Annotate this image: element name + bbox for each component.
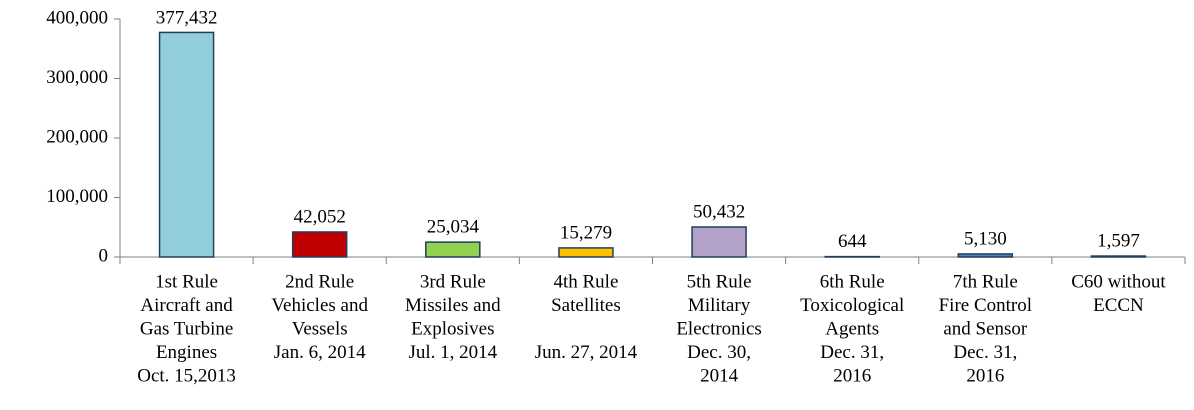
x-tick-label: Vehicles and (271, 295, 368, 316)
x-tick-label: 3rd Rule (420, 271, 486, 292)
bar (291, 231, 348, 258)
x-tick-label: Vessels (292, 318, 348, 339)
x-tick-label: Gas Turbine (140, 318, 233, 339)
y-tick-label: 100,000 (46, 186, 108, 207)
x-tick-label: Agents (825, 318, 879, 339)
y-tick-label: 200,000 (46, 126, 108, 147)
x-tick-label: 2016 (966, 365, 1004, 386)
value-label: 1,597 (1097, 230, 1140, 251)
x-tick-label: Satellites (551, 295, 621, 316)
y-tick-label: 400,000 (46, 7, 108, 28)
x-tick-label: Toxicological (800, 295, 904, 316)
x-tick-label: 5th Rule (687, 271, 752, 292)
x-tick-label: Electronics (676, 318, 761, 339)
bar (691, 226, 747, 258)
x-tick-label: Missiles and (405, 295, 501, 316)
bar (1090, 255, 1147, 258)
bar (158, 31, 215, 258)
bar (957, 253, 1014, 258)
x-tick-label: Dec. 31, (820, 342, 884, 363)
x-tick-label: 2016 (833, 365, 871, 386)
x-tick-label: 2nd Rule (285, 271, 354, 292)
value-label: 42,052 (294, 206, 346, 227)
bar (425, 241, 481, 258)
x-tick-label: 1st Rule (155, 271, 218, 292)
value-label: 377,432 (156, 7, 218, 28)
x-tick-label: Dec. 30, (687, 342, 751, 363)
x-tick-label: 6th Rule (820, 271, 885, 292)
x-tick-label: Military (688, 295, 751, 316)
x-tick-label: Jan. 6, 2014 (274, 342, 366, 363)
value-label: 15,279 (560, 222, 612, 243)
x-tick-label: Explosives (411, 318, 494, 339)
value-label: 25,034 (427, 216, 480, 237)
y-tick-label: 300,000 (46, 67, 108, 88)
x-tick-label: 7th Rule (953, 271, 1018, 292)
x-tick-label: ECCN (1093, 295, 1144, 316)
x-tick-label: Dec. 31, (953, 342, 1017, 363)
x-tick-label: Engines (156, 342, 217, 363)
value-label: 50,432 (693, 201, 745, 222)
value-label: 644 (838, 231, 867, 252)
bar (558, 247, 614, 258)
x-tick-label: Jun. 27, 2014 (535, 342, 638, 363)
value-label: 5,130 (964, 228, 1007, 249)
x-tick-label: Fire Control (939, 295, 1032, 316)
x-tick-label: and Sensor (943, 318, 1028, 339)
x-tick-label: C60 without (1071, 271, 1166, 292)
x-tick-label: 2014 (700, 365, 739, 386)
x-tick-label: Oct. 15,2013 (137, 365, 236, 386)
x-tick-label: Aircraft and (140, 295, 233, 316)
x-tick-label: Jul. 1, 2014 (408, 342, 497, 363)
x-tick-label: 4th Rule (553, 271, 618, 292)
y-tick-label: 0 (99, 245, 109, 266)
